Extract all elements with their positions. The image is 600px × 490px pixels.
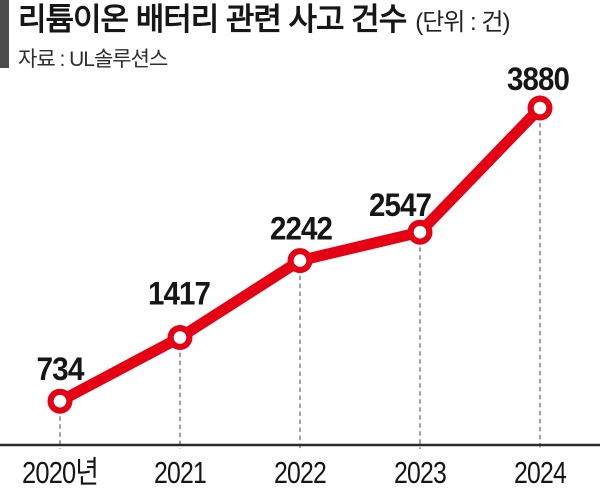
title-accent-bar: [0, 0, 9, 68]
value-label: 734: [37, 351, 85, 387]
data-point-marker-hole: [293, 254, 307, 267]
source-label: 자료 : UL솔루션스: [18, 47, 168, 71]
x-tick-label: 2020년: [22, 455, 98, 490]
x-tick-label: 2021: [154, 455, 206, 490]
data-point-marker-hole: [413, 225, 427, 239]
x-tick-label: 2024: [514, 455, 567, 490]
page-title: 리튬이온 배터리 관련 사고 건수: [18, 2, 407, 37]
chart-header: 리튬이온 배터리 관련 사고 건수 (단위 : 건) 자료 : UL솔루션스: [18, 0, 600, 73]
x-tick-label: 2023: [394, 455, 446, 490]
value-label: 1417: [148, 276, 210, 312]
unit-label: (단위 : 건): [415, 9, 510, 36]
value-label: 2242: [270, 211, 332, 247]
data-point-marker-hole: [53, 394, 67, 408]
value-label: 2547: [369, 187, 431, 223]
data-point-marker-hole: [533, 101, 547, 115]
x-tick-label: 2022: [274, 455, 326, 490]
value-label: 3880: [507, 61, 569, 97]
data-point-marker-hole: [173, 331, 187, 344]
